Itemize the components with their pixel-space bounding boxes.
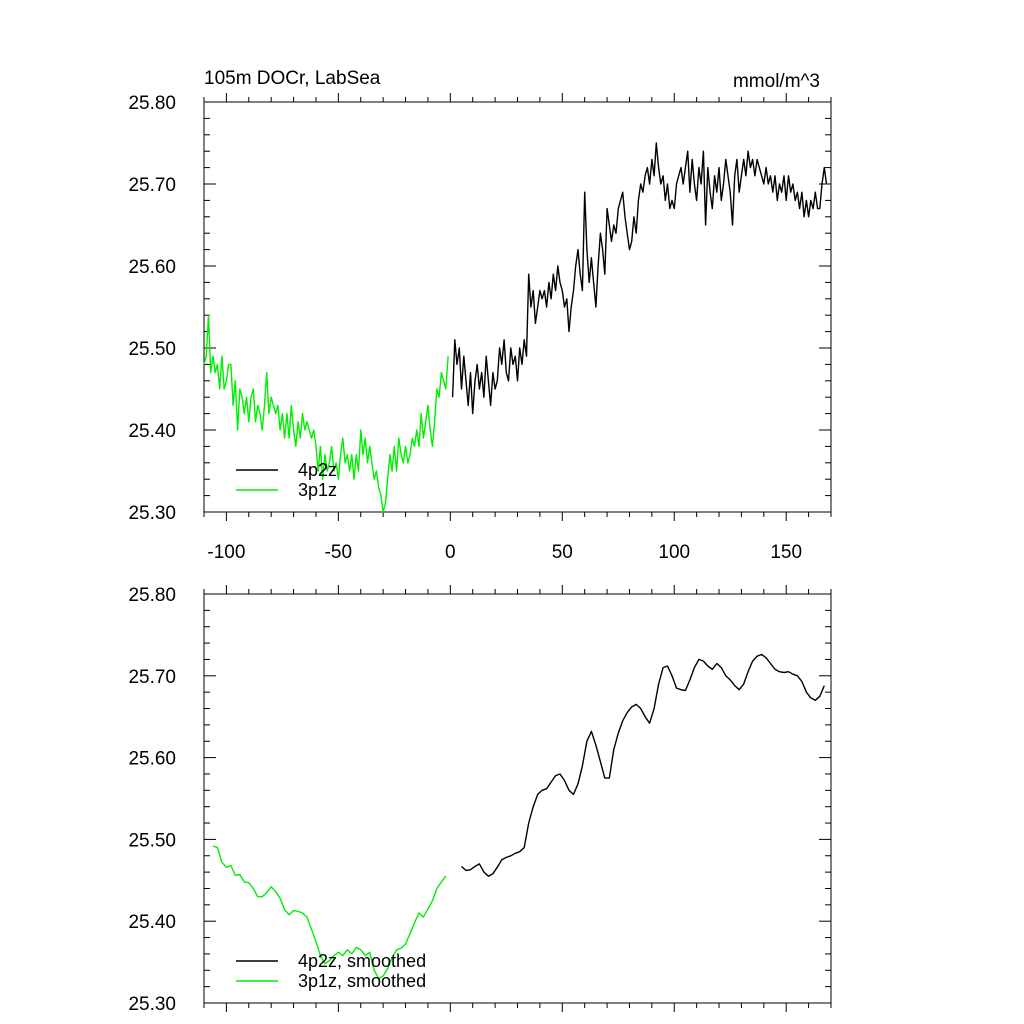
x-tick-label: 150: [770, 542, 802, 563]
legend-label: 3p1z, smoothed: [298, 971, 426, 991]
panel-bottom: 25.30 25.40 25.50 25.60 25.70 25.80 4p2z, smoo…: [128, 585, 832, 1015]
series-line-black: [451, 142, 828, 415]
x-tick-label: 0: [445, 542, 456, 563]
legend-label: 3p1z: [298, 480, 337, 500]
y-tick-label: 25.80: [128, 585, 176, 606]
y-tick-label: 25.50: [128, 830, 176, 851]
units-label: mmol/m^3: [733, 71, 820, 92]
y-tick-label: 25.80: [128, 93, 176, 114]
y-tick-label: 25.60: [128, 257, 176, 278]
x-tick-label: 100: [658, 542, 690, 563]
legend-label: 4p2z: [298, 460, 337, 480]
chart-title: 105m DOCr, LabSea: [204, 68, 381, 89]
x-tick-label: -100: [207, 542, 245, 563]
x-tick-label: 50: [552, 542, 573, 563]
legend-label: 4p2z, smoothed: [298, 951, 426, 971]
y-tick-label: 25.30: [128, 503, 176, 524]
x-tick-label: -50: [325, 542, 352, 563]
series-line-black: [461, 653, 825, 877]
y-tick-label: 25.30: [128, 994, 176, 1015]
y-tick-label: 25.40: [128, 421, 176, 442]
y-tick-label: 25.70: [128, 667, 176, 688]
y-tick-label: 25.50: [128, 339, 176, 360]
y-tick-label: 25.40: [128, 912, 176, 933]
plot-frame: [203, 593, 832, 1004]
series-line-green: [212, 845, 447, 980]
panel-top: 105m DOCr, LabSea mmol/m^3 -100 -50 0 50 100…: [128, 68, 832, 563]
series-line-green: [203, 314, 449, 513]
y-tick-label: 25.60: [128, 749, 176, 770]
y-tick-label: 25.70: [128, 175, 176, 196]
